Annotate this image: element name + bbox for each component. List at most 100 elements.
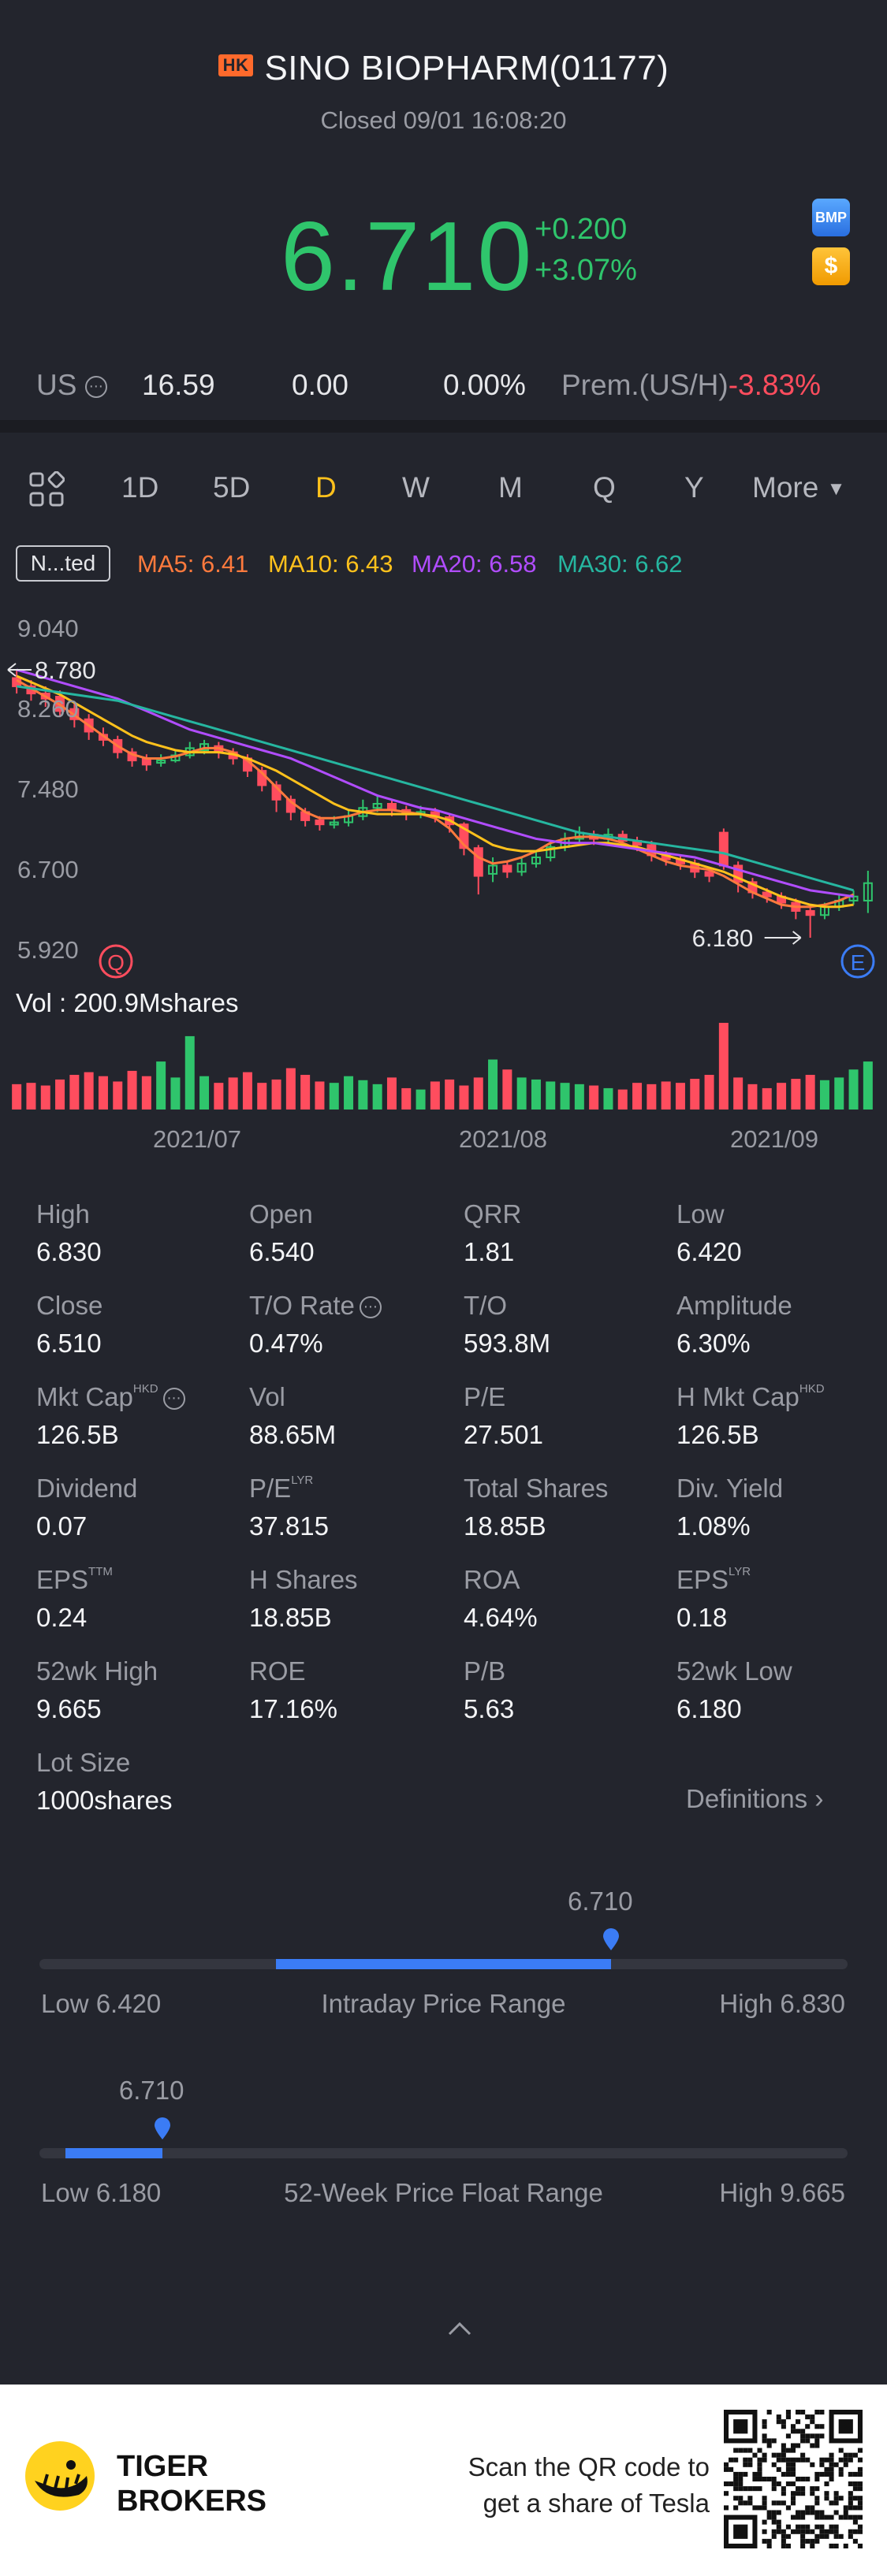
- stat-value: 0.24: [36, 1603, 88, 1632]
- min-marker-arrow: [792, 931, 802, 945]
- volume-bar: [661, 1081, 671, 1110]
- stat-value: 593.8M: [464, 1329, 551, 1358]
- market-badge: HK: [218, 54, 254, 77]
- x-tick-label: 2021/08: [459, 1125, 547, 1153]
- tab-1d[interactable]: 1D: [121, 471, 159, 504]
- price-chart[interactable]: 9.040 8.260 7.480 6.700 5.920 8.780 6.180 Q E 202…: [0, 615, 887, 1182]
- volume-bar: [791, 1079, 801, 1110]
- chevron-up-icon[interactable]: [446, 2320, 473, 2337]
- stat-value: 6.540: [249, 1237, 315, 1266]
- stat-cell: ROA 4.64%: [464, 1565, 538, 1633]
- info-icon[interactable]: ⋯: [359, 1296, 382, 1319]
- stat-label: ROE: [249, 1656, 337, 1686]
- stat-label-text: P/B: [464, 1656, 506, 1686]
- stat-cell: High 6.830: [36, 1199, 102, 1267]
- stat-label-text: Dividend: [36, 1474, 138, 1503]
- stat-label: Dividend: [36, 1474, 137, 1504]
- volume-bar: [617, 1089, 628, 1110]
- stat-superscript: HKD: [799, 1382, 825, 1396]
- stat-label-text: P/E: [464, 1382, 506, 1411]
- stat-label: 52wk High: [36, 1656, 158, 1686]
- tab-5d[interactable]: 5D: [213, 471, 251, 504]
- candle-body: [315, 819, 325, 826]
- volume-bar: [777, 1083, 787, 1110]
- stat-label-text: EPS: [36, 1565, 89, 1594]
- stat-value: 6.510: [36, 1329, 102, 1358]
- volume-bar: [98, 1076, 108, 1110]
- candle-body: [805, 910, 815, 916]
- volume-bar: [805, 1075, 815, 1110]
- stat-value: 18.85B: [249, 1603, 332, 1632]
- last-price: 6.710: [281, 203, 534, 311]
- stat-label-text: ROE: [249, 1656, 306, 1686]
- x-tick-label: 2021/09: [730, 1125, 818, 1153]
- volume-bar: [156, 1061, 166, 1110]
- premium-label: Prem.(US/H): [561, 369, 729, 401]
- volume-bar: [488, 1059, 498, 1110]
- volume-bar: [459, 1085, 469, 1110]
- stat-superscript: HKD: [132, 1382, 158, 1396]
- volume-bar: [26, 1083, 36, 1110]
- e-badge-label: E: [851, 950, 866, 975]
- tab-more[interactable]: More ▼: [752, 471, 845, 504]
- tab-q[interactable]: Q: [593, 471, 616, 504]
- ma-lines-layer: [16, 668, 855, 909]
- candle-body: [531, 857, 541, 864]
- us-label[interactable]: US ⋯: [36, 369, 107, 402]
- stat-label: Mkt CapHKD ⋯: [36, 1382, 185, 1412]
- stat-label-text: Total Shares: [464, 1474, 609, 1503]
- stat-superscript: LYR: [291, 1474, 314, 1487]
- stat-cell: Open 6.540: [249, 1199, 315, 1267]
- candle-body: [488, 864, 498, 875]
- scan-line-1: Scan the QR code to: [468, 2452, 710, 2481]
- tab-m[interactable]: M: [498, 471, 523, 504]
- volume-bar: [184, 1035, 195, 1110]
- ma30-line: [16, 685, 854, 892]
- volume-bar: [358, 1080, 368, 1110]
- dollar-icon[interactable]: $: [812, 247, 850, 285]
- stat-value: 0.07: [36, 1511, 88, 1541]
- q-badge-icon: [99, 944, 133, 979]
- volume-bar: [329, 1083, 339, 1110]
- tab-d[interactable]: D: [315, 471, 337, 504]
- grid-icon[interactable]: [28, 471, 65, 507]
- volume-bar: [733, 1077, 744, 1110]
- info-icon[interactable]: ⋯: [162, 1388, 185, 1411]
- stat-value: 88.65M: [249, 1420, 337, 1449]
- volume-bar: [257, 1083, 267, 1110]
- candle-body: [516, 862, 527, 873]
- stat-value: 27.501: [464, 1420, 543, 1449]
- volume-bar: [762, 1087, 772, 1110]
- stat-cell: T/O 593.8M: [464, 1291, 550, 1359]
- more-dots-icon: ⋯: [84, 376, 107, 399]
- premium-value: -3.83%: [728, 369, 821, 401]
- stat-cell: 52wk High 9.665: [36, 1656, 158, 1724]
- stat-cell: Close 6.510: [36, 1291, 102, 1359]
- stat-cell: Vol 88.65M: [249, 1382, 336, 1450]
- adjust-mode-button[interactable]: N...ted: [16, 545, 110, 582]
- stat-superscript: TTM: [88, 1565, 113, 1578]
- candle-body: [863, 882, 873, 901]
- stat-label: Open: [249, 1199, 315, 1229]
- stat-label-text: Amplitude: [676, 1291, 792, 1320]
- market-status: Closed 09/01 16:08:20: [320, 106, 567, 134]
- stat-label: QRR: [464, 1199, 521, 1229]
- week52-low: Low 6.180: [41, 2178, 162, 2207]
- volume-bar: [747, 1084, 758, 1110]
- tab-w[interactable]: W: [402, 471, 430, 504]
- candle-body: [156, 760, 166, 764]
- bmp-icon[interactable]: BMP: [812, 199, 850, 236]
- stat-label: T/O: [464, 1291, 550, 1321]
- price-change-pct: +3.07%: [535, 254, 637, 287]
- candle-body: [329, 821, 339, 826]
- stat-value: 6.180: [676, 1694, 742, 1723]
- stat-value: 126.5B: [676, 1420, 759, 1449]
- ma10-line: [16, 675, 854, 909]
- ma10-label: MA10: 6.43: [268, 550, 393, 578]
- stat-cell: Low 6.420: [676, 1199, 742, 1267]
- tab-y[interactable]: Y: [684, 471, 704, 504]
- qr-code[interactable]: [724, 2410, 863, 2548]
- definitions-link[interactable]: Definitions ›: [686, 1784, 824, 1815]
- volume-bar: [819, 1080, 829, 1110]
- volume-bar: [55, 1079, 65, 1110]
